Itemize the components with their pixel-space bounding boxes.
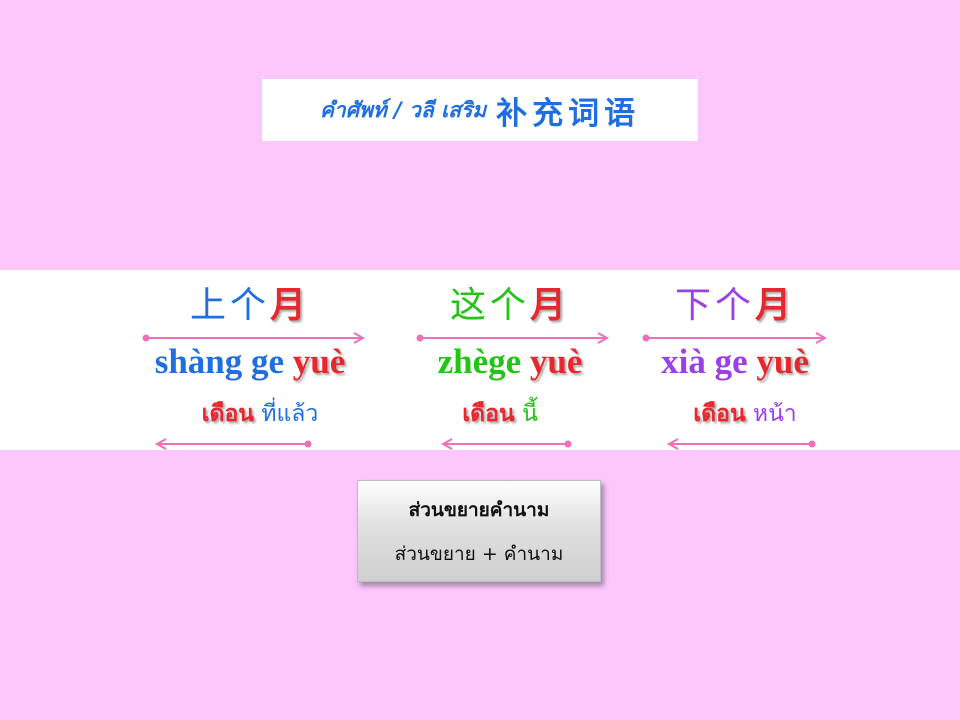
hanzi-prefix: 下个 bbox=[674, 285, 755, 326]
pinyin-this-month: zhège yuè bbox=[400, 340, 620, 384]
vocabulary-band: 上个月 shàng ge yuè เดือน ที่แล้ว 这个月 bbox=[0, 270, 960, 450]
grammar-note-box: ส่วนขยายคำนาม ส่วนขยาย + คำนาม bbox=[357, 480, 601, 582]
pinyin-month: yuè bbox=[529, 342, 583, 381]
note-heading: ส่วนขยายคำนาม bbox=[408, 499, 550, 521]
pinyin-prefix: xià ge bbox=[661, 342, 748, 381]
thai-rest: ที่แล้ว bbox=[254, 401, 319, 427]
hanzi-prefix: 这个 bbox=[449, 285, 530, 326]
pinyin-prefix: shàng ge bbox=[154, 342, 285, 381]
right-arrow bbox=[642, 332, 828, 344]
left-arrow bbox=[440, 438, 572, 450]
left-arrow bbox=[666, 438, 816, 450]
hanzi-last-month: 上个月 bbox=[120, 284, 380, 328]
thai-last-month: เดือน ที่แล้ว bbox=[160, 398, 360, 430]
right-arrow bbox=[142, 332, 366, 344]
hanzi-prefix: 上个 bbox=[189, 285, 270, 326]
thai-this-month: เดือน นี้ bbox=[420, 398, 580, 430]
slide-title: คำศัพท์ / วลี เสริม 补充词语 bbox=[262, 79, 698, 141]
thai-month: เดือน bbox=[693, 401, 746, 427]
title-chinese: 补充词语 bbox=[496, 95, 641, 132]
hanzi-month: 月 bbox=[270, 285, 311, 326]
vocab-last-month: 上个月 shàng ge yuè เดือน ที่แล้ว bbox=[120, 270, 380, 450]
hanzi-this-month: 这个月 bbox=[400, 284, 620, 328]
left-arrow bbox=[154, 438, 312, 450]
thai-rest: นี้ bbox=[514, 401, 538, 427]
vocab-this-month: 这个月 zhège yuè เดือน นี้ bbox=[400, 270, 620, 450]
vocab-next-month: 下个月 xià ge yuè เดือน หน้า bbox=[630, 270, 840, 450]
hanzi-month: 月 bbox=[755, 285, 796, 326]
note-formula: ส่วนขยาย + คำนาม bbox=[394, 543, 564, 565]
pinyin-last-month: shàng ge yuè bbox=[120, 340, 380, 384]
hanzi-month: 月 bbox=[530, 285, 571, 326]
right-arrow bbox=[416, 332, 610, 344]
pinyin-month: yuè bbox=[756, 342, 809, 381]
pinyin-prefix: zhège bbox=[437, 342, 522, 381]
title-thai: คำศัพท์ / วลี เสริม bbox=[319, 97, 487, 122]
hanzi-next-month: 下个月 bbox=[630, 284, 840, 328]
thai-rest: หน้า bbox=[745, 401, 797, 427]
pinyin-month: yuè bbox=[292, 342, 346, 381]
pinyin-next-month: xià ge yuè bbox=[630, 340, 840, 384]
thai-month: เดือน bbox=[201, 401, 255, 427]
thai-next-month: เดือน หน้า bbox=[655, 398, 835, 430]
thai-month: เดือน bbox=[462, 401, 515, 427]
